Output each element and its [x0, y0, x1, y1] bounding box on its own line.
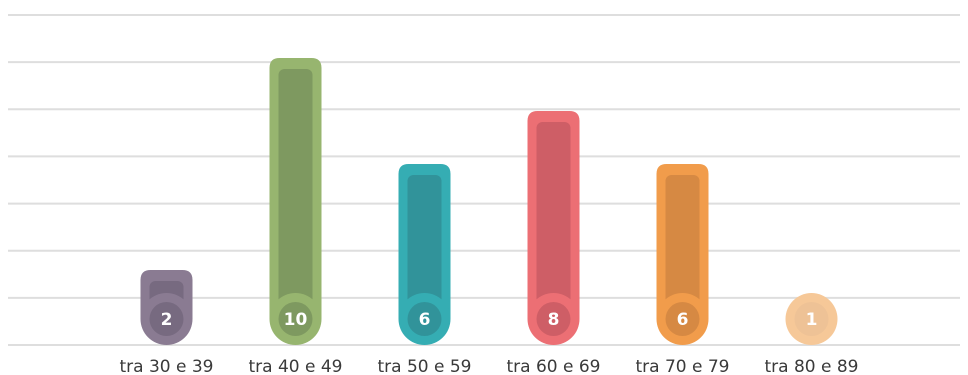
bar-bulb-inner [665, 302, 700, 336]
bar-bulb-inner [794, 302, 829, 336]
bar-inner [536, 122, 571, 319]
bar-inner [407, 175, 442, 319]
bar-group: 2 [140, 270, 193, 345]
x-tick-label: tra 30 e 39 [119, 357, 213, 375]
bar-bulb-inner [149, 302, 184, 336]
bar-bulb-inner [536, 302, 571, 336]
bar-bulb-inner [278, 302, 313, 336]
x-tick-label: tra 80 e 89 [764, 357, 858, 375]
data-label: 8 [548, 310, 560, 330]
bar-inner [665, 175, 700, 319]
x-tick-label: tra 70 e 79 [635, 357, 729, 375]
x-axis-tick-labels: tra 30 e 39 tra 40 e 49 tra 50 e 59 tra 60 … [119, 357, 858, 375]
bar-group: 8 [527, 111, 580, 345]
bar-group: 1 [785, 293, 838, 345]
bar-bulb-inner [407, 302, 442, 336]
bar-group: 6 [656, 164, 709, 345]
data-label: 6 [677, 310, 689, 330]
data-label: 10 [284, 310, 308, 330]
x-tick-label: tra 40 e 49 [248, 357, 342, 375]
bar-inner [278, 69, 313, 319]
data-label: 6 [419, 310, 431, 330]
bar-group: 6 [398, 164, 451, 345]
bars: 2 10 6 8 6 1 [140, 58, 838, 345]
bar-group: 10 [269, 58, 322, 345]
x-tick-label: tra 60 e 69 [506, 357, 600, 375]
data-label: 1 [806, 310, 818, 330]
x-tick-label: tra 50 e 59 [377, 357, 471, 375]
data-label: 2 [161, 310, 173, 330]
